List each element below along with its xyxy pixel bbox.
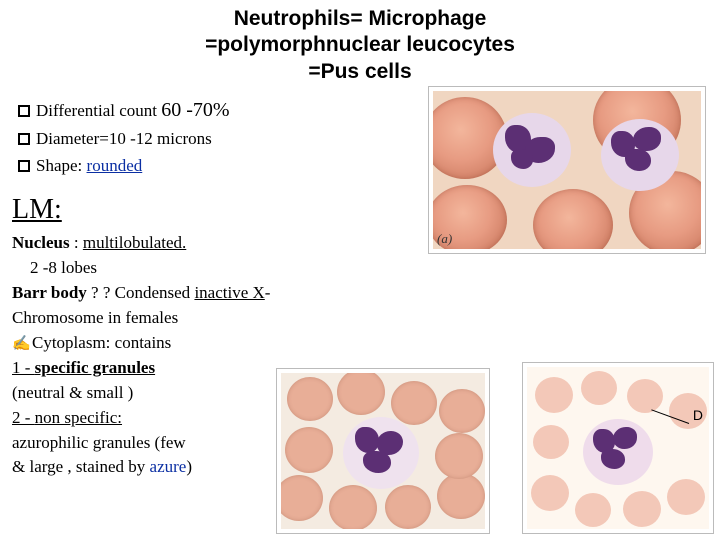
nucleus-value: multilobulated. bbox=[83, 233, 186, 252]
title-line-1: Neutrophils= Microphage bbox=[0, 6, 720, 32]
cyto-line: ✍ Cytoplasm: contains bbox=[12, 332, 392, 355]
nucleus-lobe bbox=[601, 449, 625, 469]
rbc-cell bbox=[575, 493, 611, 527]
diff-label: Differential count bbox=[36, 101, 161, 120]
rbc-cell bbox=[535, 377, 573, 413]
nucleus-label: Nucleus bbox=[12, 233, 70, 252]
barr-prefix: Barr body bbox=[12, 283, 91, 302]
rbc-cell bbox=[623, 491, 661, 527]
sp2-label: 2 - bbox=[12, 408, 35, 427]
rbc-cell bbox=[533, 189, 613, 249]
micrograph-canvas: D bbox=[527, 367, 709, 529]
rbc-cell bbox=[385, 485, 431, 529]
summary-bullets: Differential count 60 -70% Diameter=10 -… bbox=[18, 96, 230, 180]
sp2-line2a: & large , stained by bbox=[12, 457, 150, 476]
lobes-line: 2 -8 lobes bbox=[12, 257, 392, 280]
sp1-label: 1 - bbox=[12, 358, 35, 377]
nucleus-line: Nucleus : multilobulated. bbox=[12, 232, 392, 255]
rbc-cell bbox=[281, 475, 323, 521]
nucleus-lobe bbox=[363, 451, 391, 473]
hand-icon: ✍ bbox=[12, 334, 26, 354]
rbc-cell bbox=[329, 485, 377, 529]
checkbox-icon bbox=[18, 133, 30, 145]
nucleus-lobe bbox=[511, 149, 533, 169]
rbc-cell bbox=[435, 433, 483, 479]
shape-value: rounded bbox=[87, 156, 143, 175]
sp2-em: non specific: bbox=[35, 408, 122, 427]
nucleus-lobe bbox=[613, 427, 637, 449]
barr-line-1: Barr body ? ? Condensed inactive X- bbox=[12, 282, 392, 305]
rbc-cell bbox=[287, 377, 333, 421]
lm-heading: LM: bbox=[12, 194, 62, 226]
nucleus-lobe bbox=[633, 127, 661, 151]
nucleus-lobe bbox=[355, 427, 379, 453]
rbc-cell bbox=[627, 379, 663, 413]
sp2-line2b: azure bbox=[150, 457, 187, 476]
bullet-shape: Shape: rounded bbox=[18, 154, 230, 179]
micrograph-canvas bbox=[281, 373, 485, 529]
rbc-cell bbox=[337, 373, 385, 415]
rbc-cell bbox=[439, 389, 485, 433]
title-line-2: =polymorphnuclear leucocytes bbox=[0, 32, 720, 58]
diff-value: 60 -70% bbox=[161, 99, 229, 121]
checkbox-icon bbox=[18, 160, 30, 172]
subfigure-label: (a) bbox=[437, 231, 452, 247]
rbc-cell bbox=[533, 425, 569, 459]
checkbox-icon bbox=[18, 105, 30, 117]
micrograph-right: D bbox=[522, 362, 714, 534]
micrograph-top: (a) bbox=[428, 86, 706, 254]
shape-label: Shape: bbox=[36, 156, 87, 175]
bullet-differential: Differential count 60 -70% bbox=[18, 96, 230, 125]
bullet-diameter: Diameter=10 -12 microns bbox=[18, 127, 230, 152]
barr-tail1: - bbox=[265, 283, 271, 302]
rbc-cell bbox=[391, 381, 437, 425]
slide-title: Neutrophils= Microphage =polymorphnuclea… bbox=[0, 0, 720, 85]
rbc-cell bbox=[437, 473, 485, 519]
d-label: D bbox=[693, 407, 703, 423]
nucleus-colon: : bbox=[70, 233, 83, 252]
title-line-3: =Pus cells bbox=[0, 59, 720, 85]
barr-line-2: Chromosome in females bbox=[12, 307, 392, 330]
barr-em: inactive X bbox=[194, 283, 264, 302]
rbc-cell bbox=[285, 427, 333, 473]
diameter-text: Diameter=10 -12 microns bbox=[36, 129, 212, 148]
barr-mid: ? ? Condensed bbox=[91, 283, 194, 302]
nucleus-lobe bbox=[625, 149, 651, 171]
micrograph-mid bbox=[276, 368, 490, 534]
sp1-em: specific granules bbox=[35, 358, 155, 377]
rbc-cell bbox=[531, 475, 569, 511]
micrograph-canvas: (a) bbox=[433, 91, 701, 249]
cyto-label: Cytoplasm: contains bbox=[32, 333, 171, 352]
rbc-cell bbox=[667, 479, 705, 515]
sp2-line2c: ) bbox=[186, 457, 192, 476]
rbc-cell bbox=[581, 371, 617, 405]
